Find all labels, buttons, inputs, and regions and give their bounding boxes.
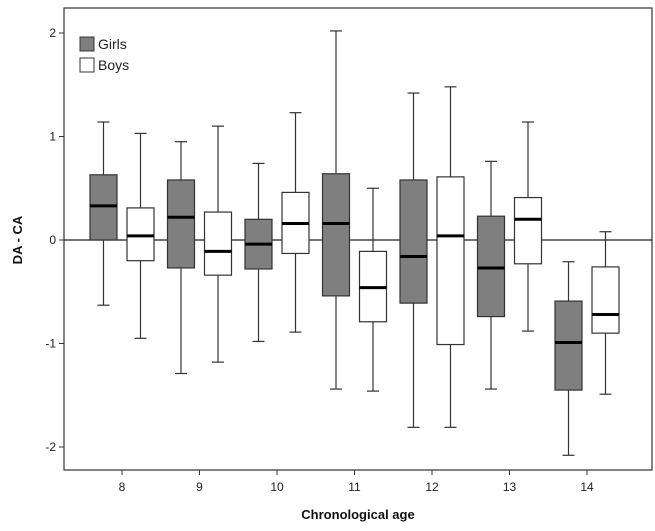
box-girls-8 — [89, 121, 118, 306]
box-iqr — [513, 196, 543, 265]
box-iqr — [126, 207, 155, 262]
box-iqr — [554, 300, 583, 391]
x-tick-label: 11 — [348, 480, 361, 494]
x-tick-label: 10 — [270, 480, 284, 494]
y-tick-label: 2 — [49, 26, 56, 40]
y-axis-title: DA - CA — [10, 215, 25, 264]
box-girls-14 — [554, 261, 583, 456]
x-tick-label: 12 — [425, 480, 439, 494]
x-axis-title: Chronological age — [301, 507, 414, 522]
box-iqr — [203, 211, 233, 276]
y-tick-label: -2 — [45, 440, 56, 454]
box-boys-14 — [591, 231, 620, 395]
x-tick-label: 9 — [196, 480, 203, 494]
box-iqr — [436, 176, 465, 346]
box-iqr — [591, 266, 620, 334]
x-tick-label: 13 — [503, 480, 517, 494]
box-girls-10 — [244, 162, 273, 343]
box-boys-9 — [203, 125, 233, 363]
box-girls-12 — [399, 92, 428, 428]
legend-label-girls: Girls — [98, 36, 127, 52]
x-tick-label: 8 — [119, 480, 126, 494]
box-boys-8 — [126, 132, 155, 339]
legend-swatch-girls — [79, 36, 95, 52]
box-boys-13 — [513, 121, 543, 332]
plot-frame — [63, 7, 653, 471]
legend-swatch-boys — [79, 57, 95, 73]
y-tick-label: -1 — [45, 337, 56, 351]
y-tick-label: 1 — [49, 130, 56, 144]
y-tick-label: 0 — [49, 233, 56, 247]
box-iqr — [476, 215, 506, 318]
box-girls-13 — [476, 160, 506, 390]
box-iqr — [399, 179, 428, 304]
box-iqr — [166, 179, 196, 269]
box-girls-9 — [166, 141, 196, 375]
box-boys-12 — [436, 86, 465, 428]
box-boys-10 — [281, 112, 310, 333]
x-axis: 8 9 10 11 12 13 14 — [119, 470, 594, 494]
box-iqr — [321, 173, 351, 297]
legend-label-boys: Boys — [98, 57, 129, 73]
legend: Girls Boys — [79, 36, 129, 73]
box-girls-11 — [321, 30, 351, 390]
box-iqr — [89, 174, 118, 241]
box-series-group — [89, 30, 620, 456]
y-axis: 2 1 0 -1 -2 — [45, 26, 64, 454]
x-tick-label: 14 — [580, 480, 594, 494]
box-boys-11 — [358, 187, 388, 392]
